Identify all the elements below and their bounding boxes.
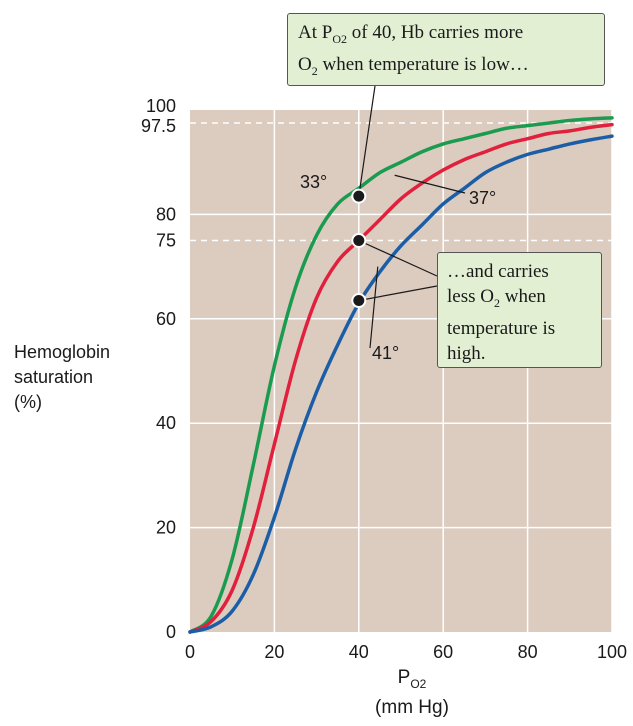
x-tick-40: 40 xyxy=(349,642,369,662)
y-tick-97.5: 97.5 xyxy=(141,116,176,136)
callout-top-text-2: of 40, Hb carries more xyxy=(347,22,524,43)
highlight-point-3 xyxy=(351,293,367,309)
callout-right-line-2a: less O xyxy=(447,286,494,307)
series-labels: 33° 37° 41° xyxy=(300,172,496,363)
x-tick-100: 100 xyxy=(597,642,627,662)
grid-lines xyxy=(190,110,613,632)
series-line-1 xyxy=(188,116,614,634)
y-tick-20: 20 xyxy=(156,518,176,538)
y-axis-label-line-3: (%) xyxy=(14,392,42,412)
callout-right-line-2-sub: 2 xyxy=(493,295,500,310)
callout-right-line-3: temperature is xyxy=(447,317,556,339)
series-label-2: 37° xyxy=(469,188,496,208)
callout-high-temperature: …and carries less O2 when temperature is… xyxy=(437,252,602,368)
x-tick-80: 80 xyxy=(518,642,538,662)
callout-top-text-4: when temperature is low… xyxy=(317,53,529,75)
callout-right-line-4: high. xyxy=(447,342,486,364)
callout-right-line-2b: when xyxy=(499,286,546,307)
highlight-points xyxy=(351,188,367,309)
callout-top-sub-2: 2 xyxy=(311,63,318,78)
callout-top-text-1: At P xyxy=(298,22,333,43)
y-tick-0: 0 xyxy=(166,622,176,642)
leader-line-37 xyxy=(394,174,466,194)
callout-top-sub-1: O2 xyxy=(332,31,347,46)
x-tick-20: 20 xyxy=(264,642,284,662)
reference-lines xyxy=(190,122,612,242)
leader-line-right-1 xyxy=(358,239,438,277)
callout-low-temperature: At PO2 of 40, Hb carries more O2 when te… xyxy=(287,13,605,86)
highlight-point-2 xyxy=(351,233,367,248)
x-axis-label: PO2 (mm Hg) xyxy=(352,666,472,720)
y-axis-label-line-1: Hemoglobin xyxy=(14,342,111,362)
y-tick-80: 80 xyxy=(156,204,176,224)
y-axis-label: Hemoglobin saturation (%) xyxy=(14,340,174,415)
leader-line-right-2 xyxy=(358,285,438,302)
y-axis-label-line-2: saturation xyxy=(14,367,94,387)
x-axis-label-sub: O2 xyxy=(410,676,427,691)
callout-top-text-3: O xyxy=(298,53,312,75)
x-tick-labels: 0 20 40 60 80 100 xyxy=(185,642,627,662)
x-tick-0: 0 xyxy=(185,642,195,662)
x-tick-60: 60 xyxy=(433,642,453,662)
x-axis-label-unit: (mm Hg) xyxy=(375,696,449,718)
x-axis-label-main: P xyxy=(397,667,411,688)
y-tick-100: 100 xyxy=(146,96,176,116)
highlight-point-1 xyxy=(351,188,367,204)
leader-line-41 xyxy=(369,266,379,349)
callout-right-line-1: …and carries xyxy=(447,261,549,282)
callout-leader-lines xyxy=(358,85,466,349)
series-lines xyxy=(188,116,614,634)
plot-area xyxy=(190,110,612,632)
leader-line-top xyxy=(358,85,376,197)
y-tick-40: 40 xyxy=(156,413,176,433)
y-tick-60: 60 xyxy=(156,309,176,329)
y-tick-75: 75 xyxy=(156,231,176,251)
series-label-1: 33° xyxy=(300,172,327,192)
series-line-2 xyxy=(188,122,614,634)
series-label-3: 41° xyxy=(372,343,399,363)
series-line-3 xyxy=(188,134,614,634)
